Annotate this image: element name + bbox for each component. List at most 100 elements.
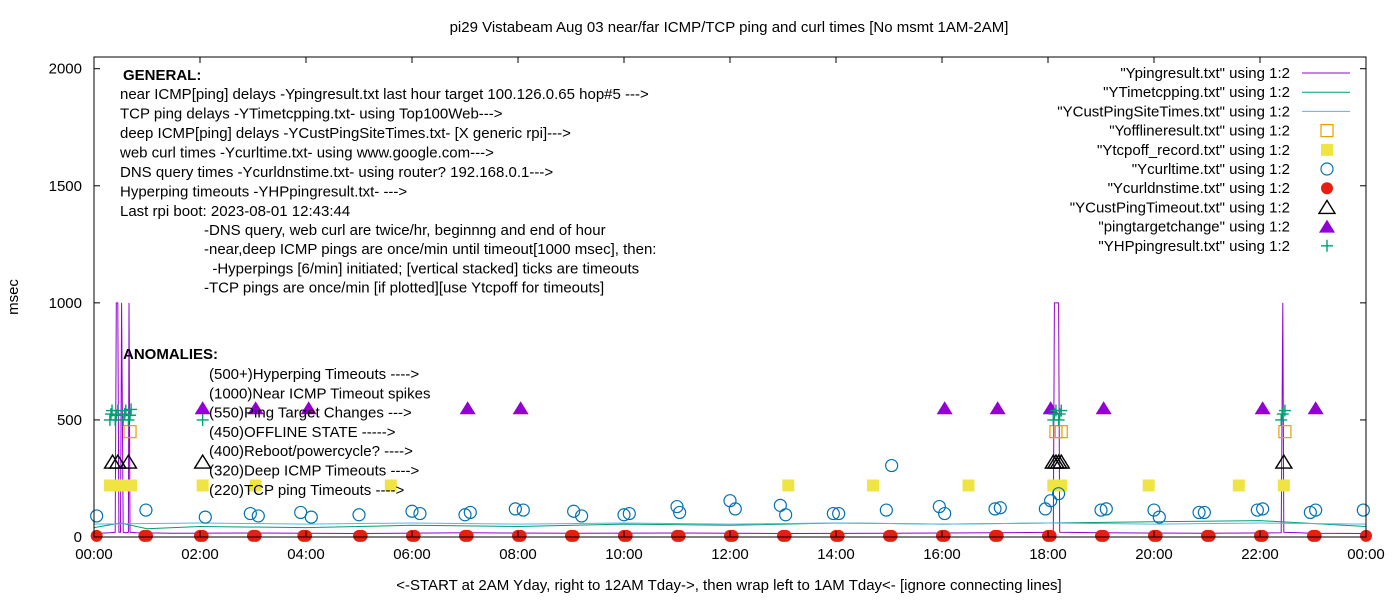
x-tick-label: 02:00 — [181, 546, 219, 563]
y-tick-label: 1500 — [49, 178, 82, 195]
x-tick-label: 22:00 — [1241, 546, 1279, 563]
data-point — [1051, 453, 1071, 469]
data-point — [1142, 479, 1155, 492]
legend-label: "Yofflineresult.txt" using 1:2 — [1109, 123, 1290, 140]
annotation-general-line: deep ICMP[ping] delays -YCustPingSiteTim… — [120, 125, 571, 142]
chart-title: pi29 Vistabeam Aug 03 near/far ICMP/TCP … — [450, 19, 1009, 36]
data-point — [622, 506, 636, 521]
data-point — [1094, 503, 1108, 517]
data-point — [1044, 529, 1057, 542]
data-point — [1309, 529, 1322, 542]
x-tick-label: 08:00 — [499, 546, 537, 563]
data-point — [193, 453, 212, 469]
legend-swatch — [1321, 239, 1333, 252]
y-tick-label: 1000 — [49, 295, 82, 312]
data-point — [867, 479, 880, 492]
data-point — [936, 401, 953, 415]
x-tick-label: 00:00 — [1347, 546, 1385, 563]
data-point — [1055, 404, 1068, 417]
data-point — [962, 479, 975, 492]
data-point — [1277, 479, 1290, 492]
data-point — [249, 529, 262, 542]
legend-swatch — [1321, 182, 1333, 195]
data-point — [620, 529, 633, 542]
data-point — [508, 502, 522, 516]
annotation-anomaly-line: (550)Ping Target Changes ---> — [209, 405, 412, 422]
data-point — [355, 529, 368, 542]
data-point — [352, 508, 366, 522]
annotation-anomalies-title: ANOMALIES: — [123, 346, 218, 363]
data-point — [567, 504, 581, 518]
data-point — [832, 506, 846, 521]
legend-label: "pingtargetchange" using 1:2 — [1098, 219, 1290, 236]
data-point — [125, 479, 138, 492]
data-point — [124, 409, 137, 422]
data-point — [617, 508, 631, 522]
data-point — [1152, 510, 1166, 524]
legend-swatch — [1320, 123, 1334, 138]
x-tick-label: 04:00 — [287, 546, 325, 563]
x-tick-label: 00:00 — [75, 546, 113, 563]
series-9 — [103, 403, 1291, 426]
data-point — [1250, 503, 1264, 517]
data-point — [123, 425, 137, 439]
axes: 00:00 02:00 04:00 06:00 08:00 10:00 12:00 14:00… — [49, 57, 1385, 563]
data-point — [991, 529, 1004, 542]
annotation-note-line: -TCP pings are once/min [if plotted][use… — [204, 280, 604, 297]
legend-label: "YCustPingSiteTimes.txt" using 1:2 — [1057, 103, 1290, 120]
data-point — [879, 503, 893, 517]
annotation-anomaly-line: (220)TCP ping Timeouts ----> — [209, 482, 404, 499]
data-point — [723, 494, 737, 508]
legend-swatch — [1321, 143, 1333, 156]
data-point — [108, 453, 128, 469]
data-point — [1278, 404, 1291, 417]
y-tick-label: 2000 — [49, 61, 82, 78]
annotation-note-line: -Hyperpings [6/min] initiated; [vertical… — [204, 260, 639, 277]
data-point — [1356, 503, 1370, 517]
annotations: GENERAL: near ICMP[ping] delays -Ypingres… — [119, 67, 656, 499]
legend-swatch — [1319, 219, 1335, 233]
data-point — [384, 479, 397, 492]
data-point — [993, 501, 1007, 515]
data-point — [1054, 425, 1068, 439]
data-point — [516, 503, 530, 517]
series-6 — [90, 529, 1372, 542]
data-point — [90, 529, 103, 542]
data-point — [1097, 529, 1110, 542]
data-point — [1055, 479, 1068, 492]
data-point — [1232, 479, 1245, 492]
x-tick-label: 12:00 — [711, 546, 749, 563]
annotation-anomaly-line: (450)OFFLINE STATE -----> — [209, 424, 396, 441]
data-point — [413, 506, 427, 521]
data-point — [1046, 453, 1066, 469]
data-point — [826, 506, 840, 521]
data-point — [1192, 505, 1206, 520]
annotation-general-line: Last rpi boot: 2023-08-01 12:43:44 — [120, 203, 350, 220]
data-point — [405, 504, 419, 518]
data-point — [463, 505, 477, 520]
data-point — [885, 458, 899, 473]
data-point — [832, 529, 845, 542]
annotation-anomaly-line: (1000)Near ICMP Timeout spikes — [209, 385, 430, 402]
data-point — [514, 529, 527, 542]
x-tick-label: 18:00 — [1029, 546, 1067, 563]
annotation-general-line: Hyperping timeouts -YHPpingresult.txt- -… — [120, 184, 407, 201]
series-3 — [123, 425, 1292, 439]
legend-label: "Ytcpoff_record.txt" using 1:2 — [1097, 142, 1290, 159]
data-point — [1038, 502, 1052, 516]
annotation-note-line: -near,deep ICMP pings are once/min until… — [204, 241, 656, 258]
annotation-general-line: near ICMP[ping] delays -Ypingresult.txt … — [120, 86, 649, 103]
x-tick-label: 10:00 — [605, 546, 643, 563]
data-point — [574, 509, 589, 523]
legend-swatch — [1320, 162, 1334, 176]
legend-label: "YCustPingTimeout.txt" using 1:2 — [1070, 199, 1290, 216]
legend-label: "Ypingresult.txt" using 1:2 — [1120, 65, 1290, 82]
data-point — [782, 479, 795, 492]
data-point — [1307, 401, 1324, 415]
data-point — [1256, 529, 1269, 542]
data-point — [304, 510, 318, 524]
annotation-anomaly-line: (500+)Hyperping Timeouts ----> — [209, 366, 419, 383]
data-point — [247, 401, 264, 415]
data-point — [567, 529, 580, 542]
